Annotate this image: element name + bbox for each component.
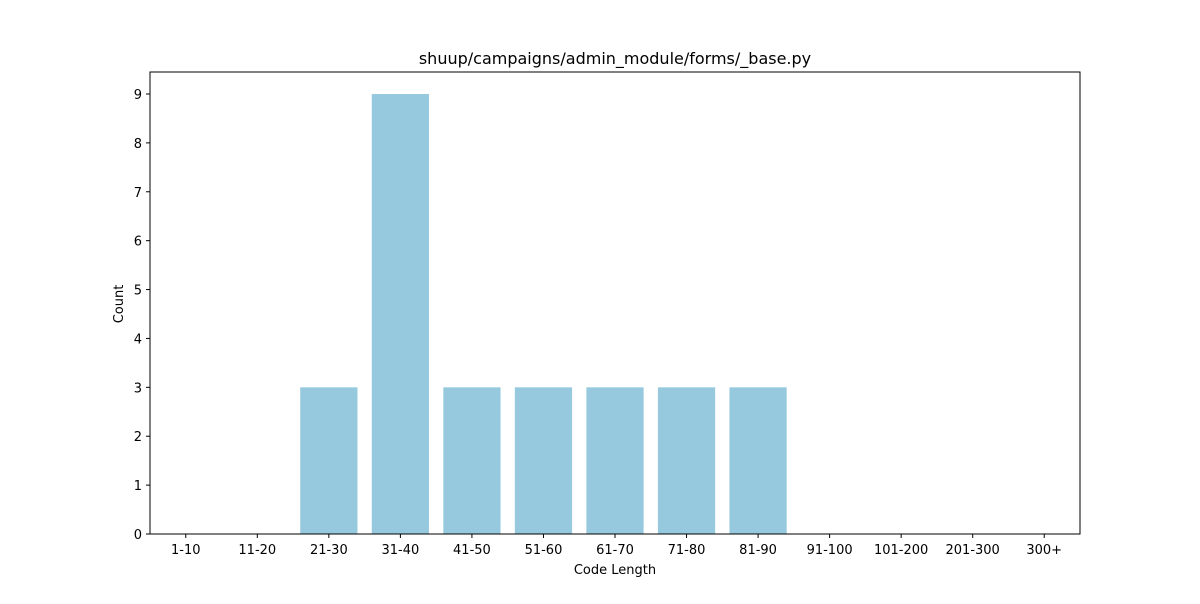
bar-71-80 (657, 387, 716, 534)
x-tick-label: 81-90 (739, 543, 777, 558)
x-tick-label: 61-70 (596, 543, 634, 558)
y-tick-label: 4 (134, 332, 142, 347)
x-tick-label: 51-60 (525, 543, 563, 558)
x-axis-label: Code Length (574, 563, 656, 578)
plot-area: 1-10 11-20 21-30 31-40 41-50 51-60 61-70 71-80 8… (134, 71, 1081, 558)
y-tick-label: 5 (134, 284, 142, 299)
x-tick-label: 101-200 (874, 543, 928, 558)
x-tick-label: 11-20 (238, 543, 276, 558)
x-tick-label: 71-80 (668, 543, 706, 558)
bar-81-90 (729, 387, 787, 534)
y-tick-label: 6 (134, 235, 142, 250)
y-tick-label: 3 (134, 381, 142, 396)
y-tick-label: 8 (134, 137, 142, 152)
y-tick-label: 2 (134, 430, 142, 445)
x-tick-label: 1-10 (171, 543, 201, 558)
bar-61-70 (586, 387, 644, 534)
y-tick-label: 9 (134, 88, 142, 103)
bar-51-60 (514, 387, 573, 534)
x-tick-label: 91-100 (807, 543, 853, 558)
y-axis-label: Count (112, 285, 127, 324)
x-tick-label: 21-30 (310, 543, 348, 558)
chart-title: shuup/campaigns/admin_module/forms/_base… (419, 49, 811, 69)
bar-21-30 (300, 387, 358, 534)
y-tick-label: 1 (134, 479, 142, 494)
y-tick-label: 7 (134, 186, 142, 201)
x-tick-label: 31-40 (381, 543, 419, 558)
bar-31-40 (371, 94, 429, 534)
y-tick-label: 0 (134, 528, 142, 543)
x-tick-label: 201-300 (946, 543, 1000, 558)
x-tick-label: 300+ (1026, 543, 1062, 558)
x-tick-label: 41-50 (453, 543, 491, 558)
bar-41-50 (443, 387, 501, 534)
